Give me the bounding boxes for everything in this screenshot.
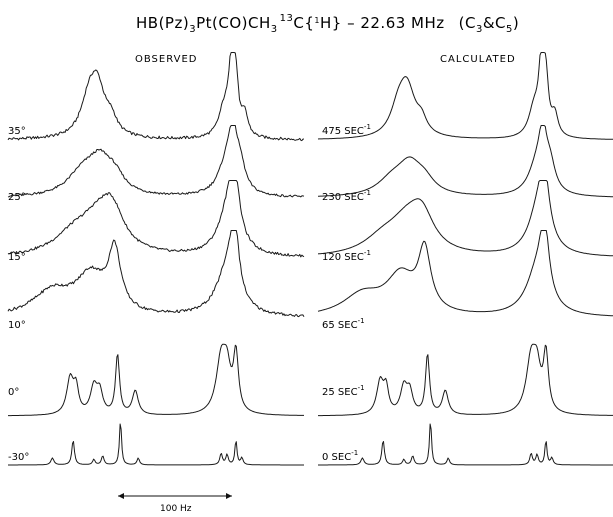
row-label-35: 35° bbox=[8, 126, 26, 137]
spectra-traces bbox=[7, 52, 613, 466]
title-part: ) bbox=[513, 14, 519, 32]
title-part: { bbox=[304, 14, 314, 32]
scale-arrow-right bbox=[226, 493, 232, 499]
title-superscript: 1 bbox=[314, 16, 320, 25]
title-part: (C bbox=[459, 14, 476, 32]
observed-spectrum-0 bbox=[7, 52, 305, 142]
calculated-heading: CALCULATED bbox=[440, 54, 516, 65]
title-part: H bbox=[320, 14, 332, 32]
scale-arrow-left bbox=[118, 493, 124, 499]
row-label-15: 15° bbox=[8, 252, 26, 263]
calculated-spectrum-1 bbox=[318, 125, 613, 198]
rate-exponent: -1 bbox=[358, 384, 365, 392]
observed-heading: OBSERVED bbox=[135, 54, 197, 65]
rate-exponent: -1 bbox=[351, 449, 358, 457]
rate-value: 0 SEC bbox=[322, 452, 351, 463]
row-label-0: 0° bbox=[8, 387, 19, 398]
rate-value: 65 SEC bbox=[322, 320, 358, 331]
title-part: C bbox=[293, 14, 304, 32]
rate-value: 25 SEC bbox=[322, 387, 358, 398]
observed-spectrum-3 bbox=[7, 230, 305, 318]
rate-label-65: 65 SEC-1 bbox=[322, 317, 365, 331]
rate-label-0: 0 SEC-1 bbox=[322, 449, 358, 463]
calculated-spectrum-4 bbox=[318, 343, 613, 417]
row-label-10: 10° bbox=[8, 320, 26, 331]
observed-spectrum-1 bbox=[7, 125, 305, 198]
rate-exponent: -1 bbox=[364, 189, 371, 197]
row-label-minus30: -30° bbox=[8, 452, 29, 463]
title-subscript: 3 bbox=[189, 24, 196, 35]
title-subscript: 5 bbox=[506, 24, 513, 35]
title-superscript: 13 bbox=[280, 13, 294, 24]
figure-title: HB(Pz)3Pt(CO)CH313C{1H} – 22.63 MHz (C3&C… bbox=[136, 13, 519, 35]
calculated-spectrum-5 bbox=[318, 423, 613, 466]
rate-label-475: 475 SEC-1 bbox=[322, 123, 371, 137]
scale-bar-label: 100 Hz bbox=[160, 504, 192, 514]
observed-spectrum-5 bbox=[8, 423, 304, 466]
rate-value: 120 SEC bbox=[322, 252, 364, 263]
rate-label-120: 120 SEC-1 bbox=[322, 249, 371, 263]
title-part: – 22.63 MHz bbox=[342, 14, 445, 32]
rate-exponent: -1 bbox=[364, 249, 371, 257]
observed-spectrum-2 bbox=[7, 180, 305, 258]
calculated-spectrum-0 bbox=[317, 52, 613, 140]
rate-value: 230 SEC bbox=[322, 192, 364, 203]
title-part: } bbox=[332, 14, 342, 32]
row-label-25: 25° bbox=[8, 192, 26, 203]
title-subscript: 3 bbox=[476, 24, 483, 35]
calculated-spectrum-3 bbox=[317, 230, 613, 317]
title-part: HB(Pz) bbox=[136, 14, 189, 32]
rate-label-230: 230 SEC-1 bbox=[322, 189, 371, 203]
rate-value: 475 SEC bbox=[322, 126, 364, 137]
rate-exponent: -1 bbox=[358, 317, 365, 325]
calculated-spectrum-2 bbox=[317, 180, 613, 257]
rate-label-25: 25 SEC-1 bbox=[322, 384, 365, 398]
title-part: Pt(CO)CH bbox=[196, 14, 271, 32]
rate-exponent: -1 bbox=[364, 123, 371, 131]
title-subscript: 3 bbox=[271, 24, 278, 35]
observed-spectrum-4 bbox=[8, 343, 304, 417]
title-part: &C bbox=[483, 14, 506, 32]
scale-bar: 100 Hz bbox=[118, 493, 232, 514]
